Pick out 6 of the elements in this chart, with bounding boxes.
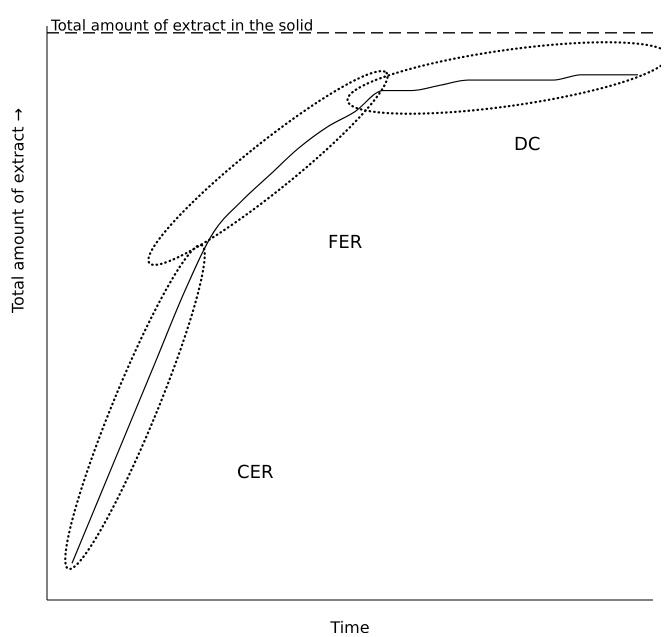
annotation: FER xyxy=(328,232,362,253)
annotation: DC xyxy=(514,134,540,155)
x-axis-title: Time xyxy=(329,618,370,637)
annotation: CER xyxy=(237,462,274,483)
y-axis-title: Total amount of extract → xyxy=(8,108,28,314)
ref-line-label: Total amount of extract in the solid xyxy=(50,16,314,34)
